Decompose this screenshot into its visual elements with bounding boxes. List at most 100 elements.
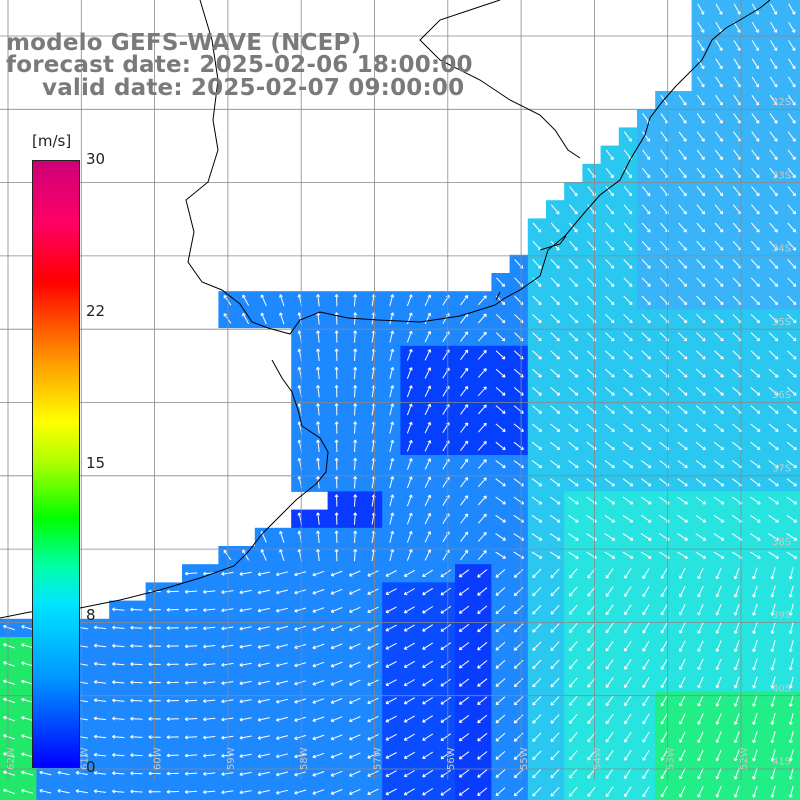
wind-arrow [330, 588, 343, 595]
wind-arrow [130, 607, 143, 612]
wind-arrow [348, 643, 361, 650]
lat-label: 39S [772, 610, 791, 621]
wind-arrow [788, 694, 794, 707]
wind-arrow [695, 514, 707, 523]
wind-arrow [550, 332, 560, 342]
wind-arrow [257, 753, 270, 759]
wind-arrow [697, 786, 704, 798]
wind-arrow [316, 385, 320, 398]
wind-arrow [787, 277, 797, 287]
wind-arrow [751, 113, 760, 124]
wind-arrow [257, 644, 270, 649]
wind-arrow [641, 441, 652, 451]
wind-arrow [440, 660, 452, 669]
wind-arrow [3, 624, 15, 631]
wind-arrow [569, 186, 578, 197]
wind-arrow [353, 476, 358, 489]
wind-arrow [312, 716, 325, 722]
wind-arrow [385, 661, 397, 668]
wind-arrow [257, 626, 270, 631]
wind-arrow [752, 767, 758, 780]
wind-arrow [275, 644, 289, 649]
wind-arrow [696, 167, 705, 179]
wind-arrow [367, 697, 379, 705]
wind-arrow [367, 606, 379, 614]
wind-arrow [367, 570, 379, 577]
wind-arrow [495, 478, 506, 487]
wind-arrow [385, 642, 397, 650]
wind-arrow [316, 294, 320, 307]
wind-arrow [334, 548, 339, 562]
wind-arrow [406, 439, 413, 452]
wind-arrow [750, 259, 760, 269]
wind-arrow [568, 786, 578, 797]
wind-arrow [624, 786, 632, 798]
wind-arrow [334, 403, 339, 416]
wind-arrow [184, 717, 198, 722]
wind-arrow [477, 422, 487, 433]
wind-arrow [93, 771, 107, 775]
wind-arrow [257, 771, 270, 777]
wind-arrow [677, 332, 688, 342]
wind-arrow [348, 625, 361, 632]
wind-arrow [184, 589, 198, 594]
wind-arrow [458, 751, 470, 760]
wind-arrow [605, 695, 614, 707]
wind-arrow [604, 423, 615, 432]
wind-arrow [353, 330, 358, 343]
wind-arrow [130, 625, 143, 630]
wind-arrow [477, 477, 487, 488]
wind-arrow [751, 186, 760, 197]
wind-arrow [769, 186, 778, 197]
wind-arrow [203, 699, 216, 704]
wind-arrow [21, 697, 34, 703]
wind-arrow [312, 789, 325, 795]
wind-arrow [385, 733, 397, 741]
wind-arrow [733, 585, 740, 598]
wind-arrow [696, 94, 705, 106]
wind-arrow [733, 622, 740, 634]
wind-arrows [3, 3, 798, 798]
wind-arrow [733, 767, 740, 780]
wind-arrow [622, 551, 634, 559]
wind-arrow [750, 478, 761, 487]
wind-arrow [623, 259, 633, 269]
wind-arrow [605, 622, 614, 634]
wind-arrow [568, 313, 579, 324]
wind-arrow [21, 734, 34, 740]
wind-arrow [316, 348, 320, 361]
wind-arrow [477, 623, 488, 633]
wind-arrow [751, 204, 760, 215]
wind-arrow [733, 785, 740, 798]
wind-arrow [660, 768, 668, 780]
wind-arrow [569, 222, 578, 233]
wind-arrow [495, 678, 506, 687]
wind-arrow [677, 387, 688, 396]
wind-arrow [550, 387, 561, 396]
wind-arrow [330, 716, 343, 723]
wind-arrow [367, 643, 379, 650]
wind-arrow [697, 749, 704, 762]
wind-arrow [550, 350, 560, 360]
wind-arrow [316, 530, 320, 543]
wind-arrow [495, 405, 506, 414]
wind-arrow [697, 585, 704, 598]
wind-arrow [697, 58, 705, 70]
title-forecast-date: forecast date: 2025-02-06 18:00:00 [6, 52, 473, 78]
wind-arrow [568, 496, 579, 505]
wind-arrow [406, 330, 413, 343]
wind-arrow [353, 457, 358, 471]
wind-arrow [715, 40, 723, 52]
wind-arrow [640, 514, 652, 523]
wind-arrow [130, 753, 143, 758]
wind-arrow [605, 568, 614, 579]
wind-arrow [334, 294, 339, 307]
wind-arrow [531, 533, 543, 541]
wind-arrow [495, 587, 506, 596]
wind-arrow [239, 589, 252, 595]
wind-arrow [367, 588, 379, 595]
wind-arrow [679, 731, 686, 743]
wind-arrow [275, 680, 289, 686]
wind-arrow [549, 496, 561, 505]
